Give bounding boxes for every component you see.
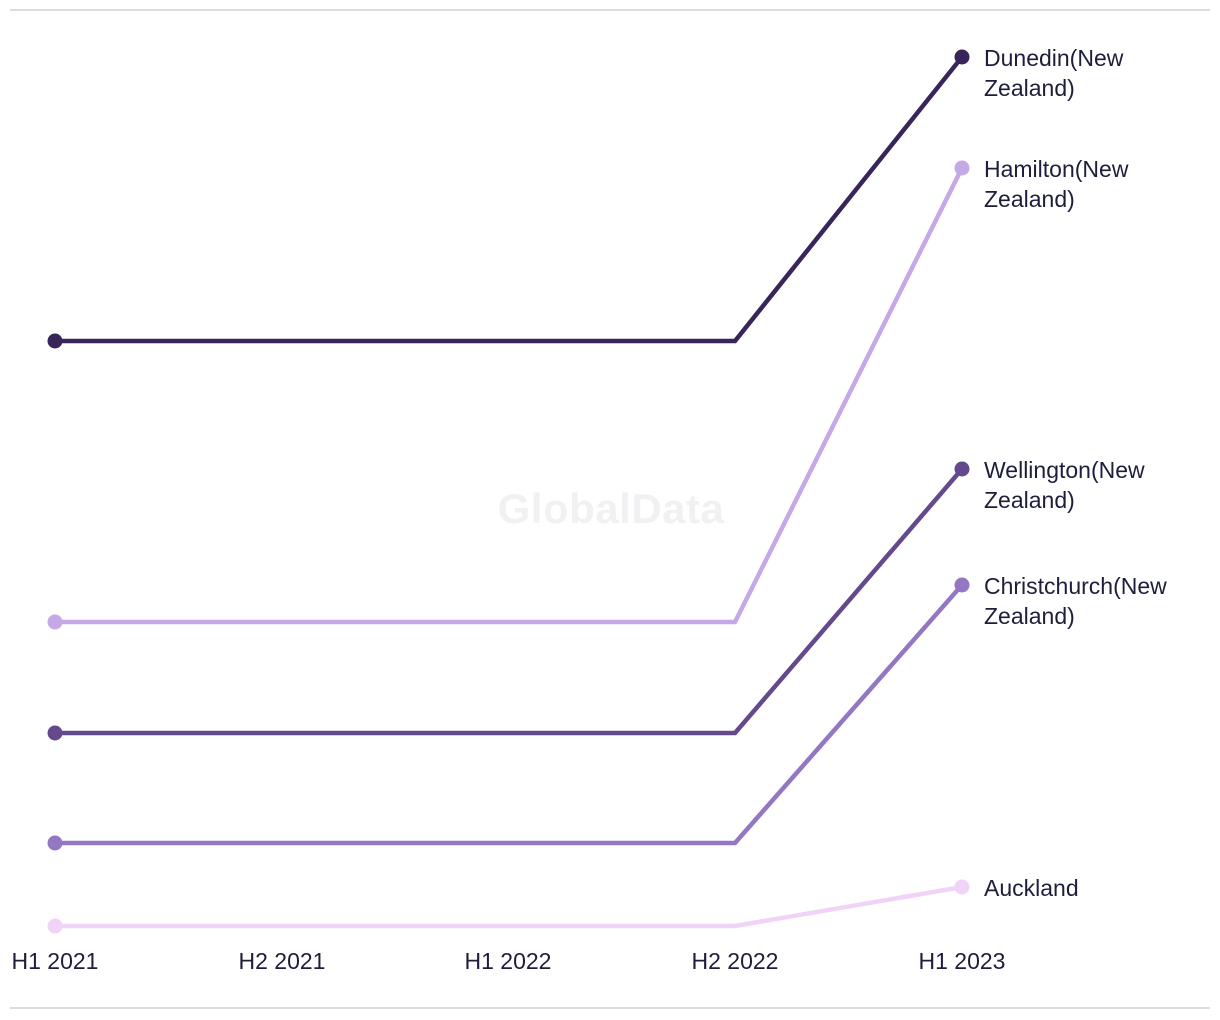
series-label-christchurch-new-zealand: Christchurch(New Zealand): [984, 573, 1167, 629]
top-divider: [10, 9, 1210, 11]
series-point-dunedin-new-zealand-h1-2021[interactable]: [47, 333, 63, 349]
x-tick-h2-2021: H2 2021: [238, 948, 326, 974]
series-line-wellington-new-zealand[interactable]: [55, 467, 964, 736]
series-line-dunedin-new-zealand[interactable]: [55, 55, 964, 344]
series-line-hamilton-new-zealand[interactable]: [55, 166, 965, 625]
series-line-christchurch-new-zealand[interactable]: [55, 583, 964, 846]
series-label-auckland: Auckland: [984, 875, 1079, 901]
x-tick-h1-2021: H1 2021: [11, 948, 99, 974]
x-tick-h2-2022: H2 2022: [691, 948, 779, 974]
series-point-hamilton-new-zealand-h1-2021[interactable]: [47, 614, 63, 630]
x-tick-h1-2023: H1 2023: [918, 948, 1006, 974]
series-line-auckland[interactable]: [55, 884, 963, 929]
series-point-wellington-new-zealand-h1-2021[interactable]: [47, 725, 63, 741]
bottom-divider: [10, 1007, 1210, 1009]
globaldata-watermark: GlobalData: [497, 485, 725, 532]
series-point-christchurch-new-zealand-h1-2023[interactable]: [954, 577, 970, 593]
series-point-christchurch-new-zealand-h1-2021[interactable]: [47, 835, 63, 851]
series-label-dunedin-new-zealand: Dunedin(New Zealand): [984, 45, 1124, 101]
series-label-hamilton-new-zealand: Hamilton(New Zealand): [984, 156, 1129, 212]
series-label-wellington-new-zealand: Wellington(New Zealand): [984, 457, 1145, 513]
series-point-auckland-h1-2023[interactable]: [954, 879, 970, 895]
series-point-dunedin-new-zealand-h1-2023[interactable]: [954, 49, 970, 65]
series-point-auckland-h1-2021[interactable]: [47, 918, 63, 934]
series-point-hamilton-new-zealand-h1-2023[interactable]: [954, 160, 970, 176]
x-tick-h1-2022: H1 2022: [464, 948, 552, 974]
series-point-wellington-new-zealand-h1-2023[interactable]: [954, 461, 970, 477]
